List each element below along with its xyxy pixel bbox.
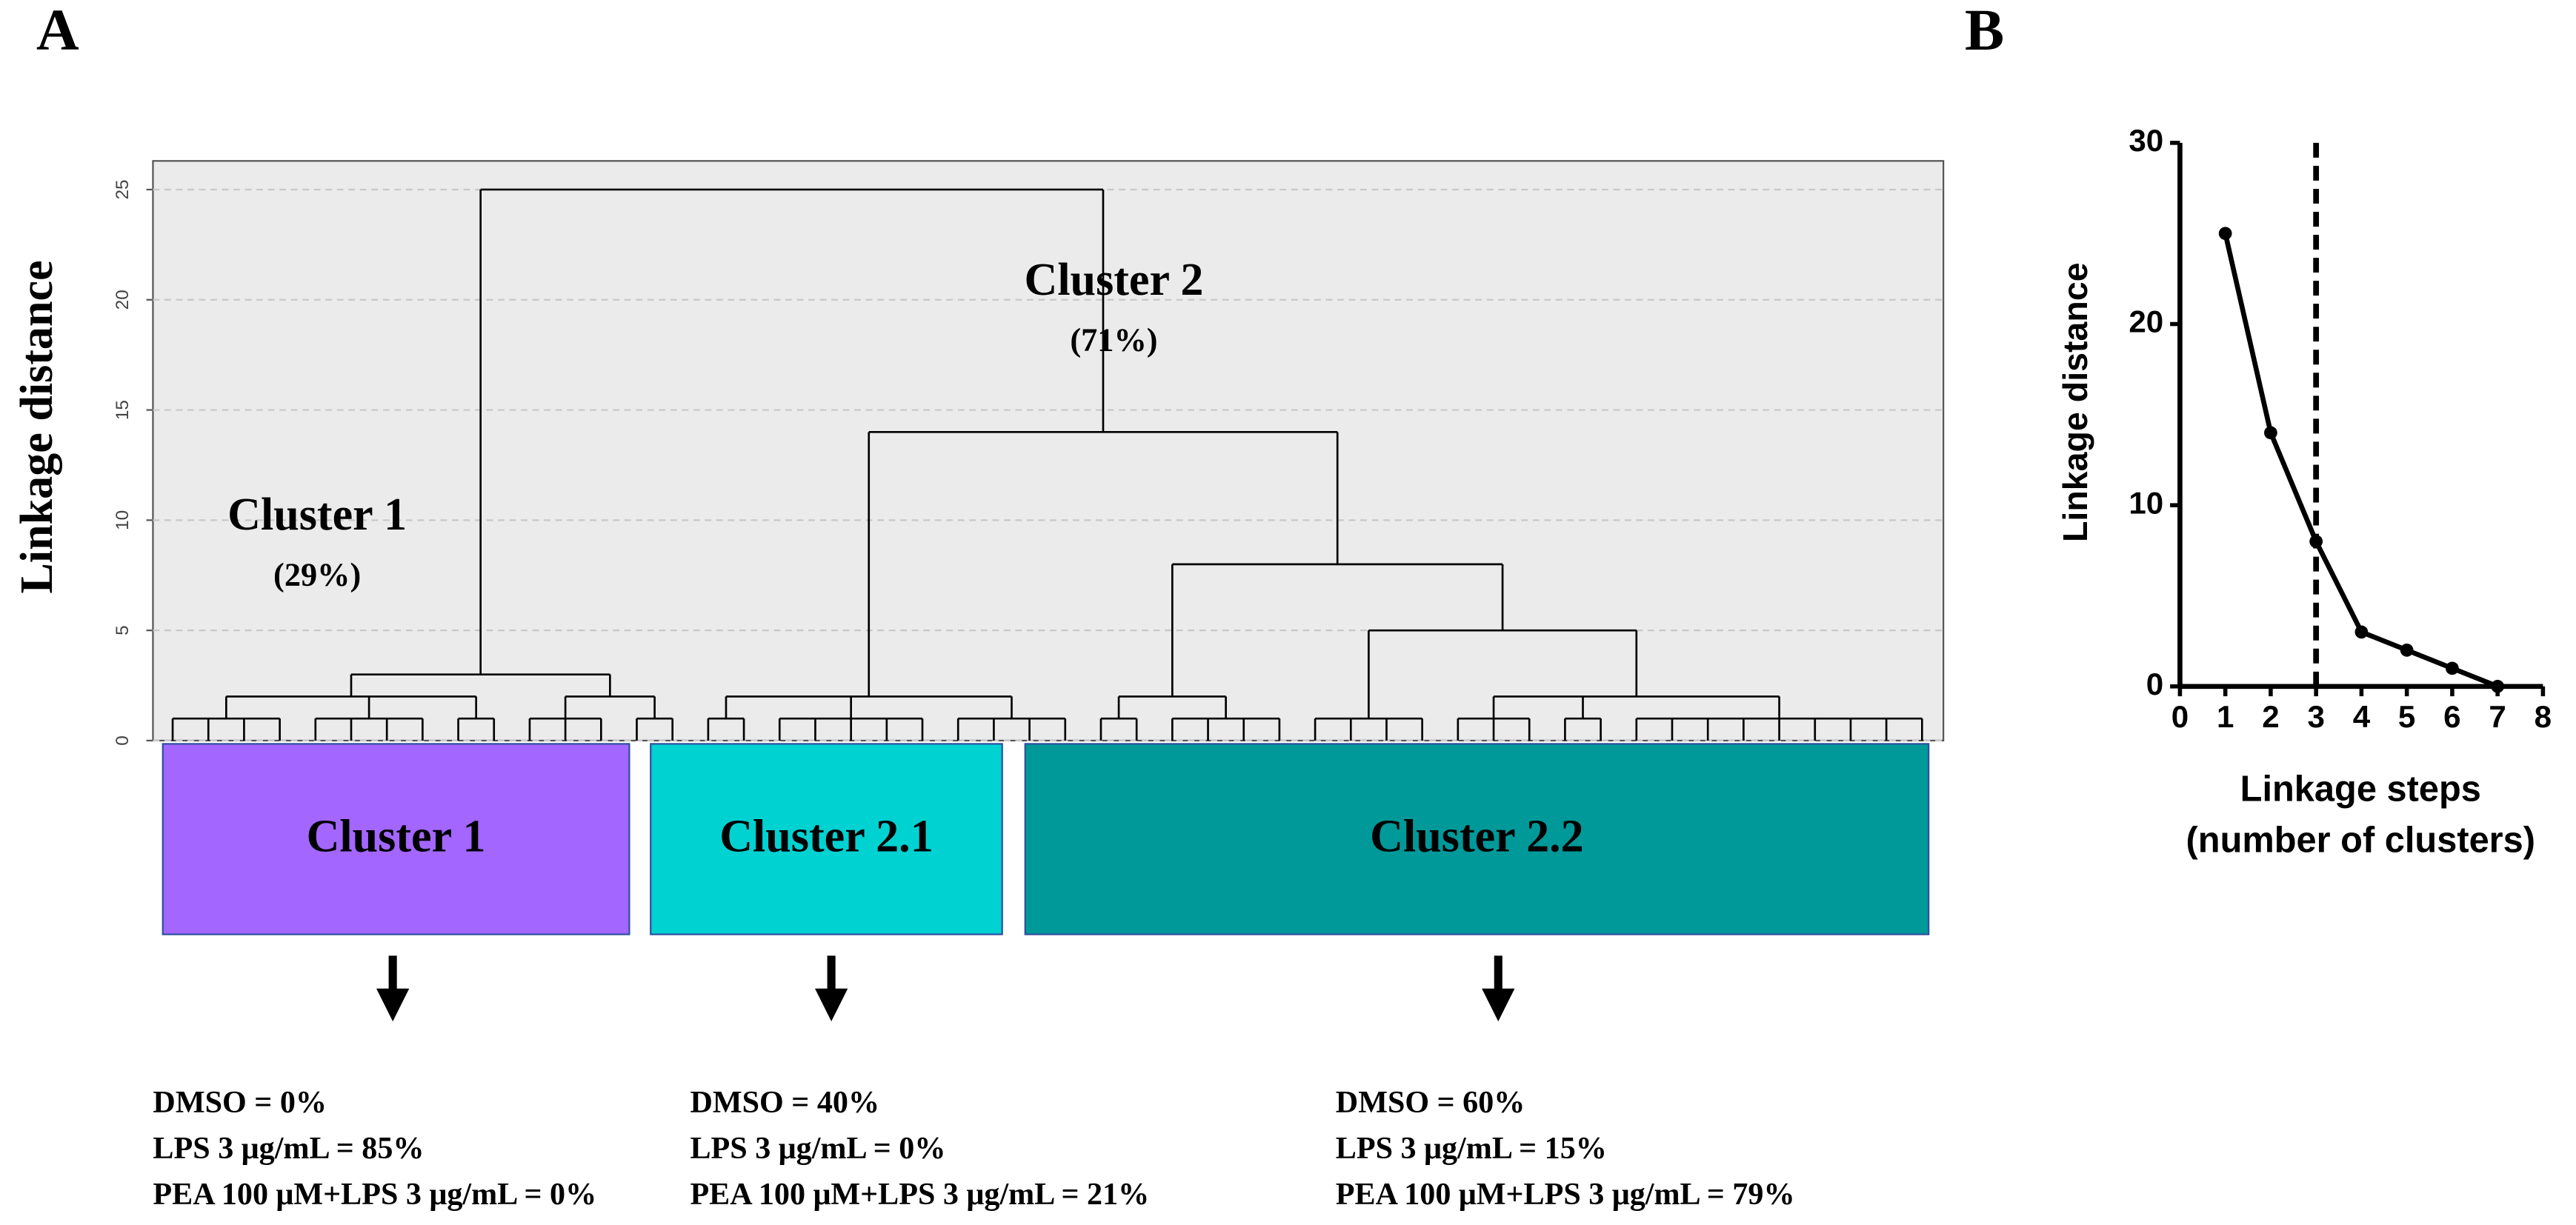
cluster-stat: PEA 100 μM+LPS 3 μg/mL = 0% [153, 1177, 596, 1212]
annotation-sub: (71%) [1070, 321, 1157, 358]
cluster-box [1024, 743, 1930, 935]
y-axis-label: Linkage distance [2056, 262, 2094, 542]
x-tick-label: 1 [2217, 699, 2234, 734]
x-tick-label: 6 [2443, 699, 2460, 734]
annotation-sub: (29%) [273, 556, 361, 593]
x-tick-label: 2 [2262, 699, 2279, 734]
point [2218, 227, 2232, 241]
point [2400, 643, 2414, 657]
x-tick-label: 5 [2398, 699, 2415, 734]
y-tick-label: 15 [113, 400, 133, 420]
series-line [2223, 233, 2499, 689]
cluster-stat: DMSO = 60% [1336, 1085, 1525, 1120]
x-tick-label: 8 [2535, 699, 2552, 734]
cluster-stat: LPS 3 μg/mL = 0% [690, 1131, 945, 1166]
cluster-label: Cluster 1 [307, 811, 486, 861]
point [2354, 625, 2369, 639]
cluster-stat: DMSO = 0% [153, 1085, 327, 1120]
annotation: Cluster 1 [227, 490, 407, 540]
y-tick-label: 20 [2129, 304, 2163, 339]
cluster-box [162, 743, 630, 935]
cluster-label: Cluster 2.1 [719, 811, 933, 861]
cluster-box [650, 743, 1003, 935]
x-tick-label: 4 [2353, 699, 2371, 734]
cluster-stat: PEA 100 μM+LPS 3 μg/mL = 21% [690, 1177, 1149, 1212]
cluster-stat: LPS 3 μg/mL = 15% [1336, 1131, 1607, 1166]
panel-label: A [36, 0, 79, 63]
point [2491, 679, 2505, 693]
plot-area [152, 160, 1945, 742]
y-axis-label: Linkage distance [12, 260, 62, 593]
panel-label: B [1965, 0, 2004, 63]
x-tick-label: 3 [2307, 699, 2324, 734]
point [2446, 661, 2459, 675]
y-tick-label: 5 [113, 625, 133, 635]
x-tick-label: 0 [2171, 699, 2189, 734]
y-tick-label: 0 [113, 735, 133, 746]
annotation: Cluster 2 [1024, 255, 1203, 305]
cluster-stat: PEA 100 μM+LPS 3 μg/mL = 79% [1336, 1177, 1795, 1212]
cluster-stat: LPS 3 μg/mL = 85% [153, 1131, 424, 1166]
y-tick-label: 30 [2129, 123, 2163, 158]
x-tick-label: 7 [2489, 699, 2506, 734]
cluster-label: Cluster 2.2 [1370, 811, 1584, 861]
y-tick-label: 10 [2129, 485, 2163, 520]
point [2309, 535, 2323, 548]
y-tick-label: 25 [113, 179, 133, 199]
x-axis-label: Linkage steps [2240, 770, 2481, 810]
y-tick-label: 0 [2146, 667, 2163, 701]
x-axis-label: (number of clusters) [2186, 820, 2535, 860]
y-tick-label: 10 [113, 510, 133, 530]
cluster-stat: DMSO = 40% [690, 1085, 879, 1120]
point [2264, 426, 2277, 440]
y-tick-label: 20 [113, 290, 133, 310]
